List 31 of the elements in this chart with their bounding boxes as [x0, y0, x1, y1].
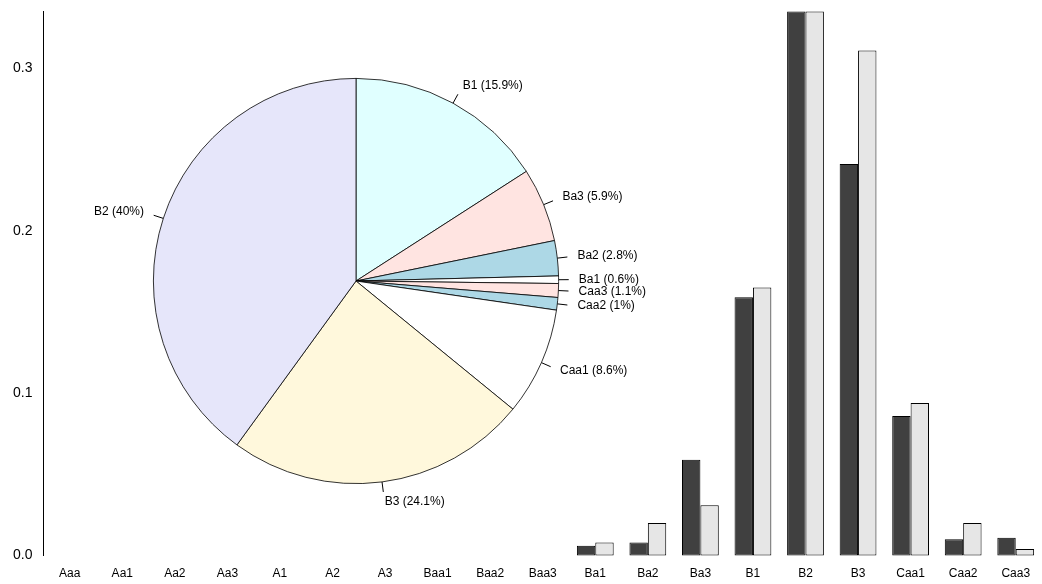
x-tick-label: Baa1	[423, 566, 452, 581]
x-tick-label: Caa2	[948, 566, 978, 581]
x-tick-label: Caa3	[1001, 566, 1031, 581]
x-tick-label: B1	[745, 566, 761, 581]
y-tick-label: 0.1	[12, 384, 33, 401]
slice-label: Caa2 (1%)	[577, 298, 635, 313]
x-tick-label: Aa3	[216, 566, 239, 581]
x-tick-label: Aa1	[111, 566, 134, 581]
slice-label: Ba3 (5.9%)	[562, 189, 623, 204]
slice-label: Ba2 (2.8%)	[577, 248, 638, 263]
slice-label: Caa1 (8.6%)	[559, 363, 628, 378]
x-tick-label: Baa3	[528, 566, 558, 581]
y-tick-label: 0.0	[12, 546, 33, 563]
x-tick-label: A3	[377, 566, 393, 581]
slice-label: B1 (15.9%)	[462, 77, 523, 92]
x-tick-label: Ba1	[584, 566, 607, 581]
x-tick-label: Aa2	[164, 566, 186, 581]
y-tick-label: 0.3	[12, 59, 33, 76]
x-tick-label: B2	[798, 566, 814, 581]
slice-label: B3 (24.1%)	[384, 494, 445, 509]
slice-label: B2 (40%)	[94, 204, 145, 219]
x-tick-label: A1	[272, 566, 288, 581]
x-tick-label: Ba3	[689, 566, 712, 581]
x-tick-label: Aaa	[59, 566, 81, 581]
x-tick-label: Baa2	[476, 566, 505, 581]
x-tick-label: A2	[325, 566, 341, 581]
slice-label: Ba1 (0.6%)	[578, 271, 639, 286]
x-tick-label: B3	[850, 566, 866, 581]
y-tick-label: 0.2	[12, 221, 33, 238]
x-tick-label: Ba2	[637, 566, 659, 581]
x-tick-label: Caa1	[896, 566, 926, 581]
